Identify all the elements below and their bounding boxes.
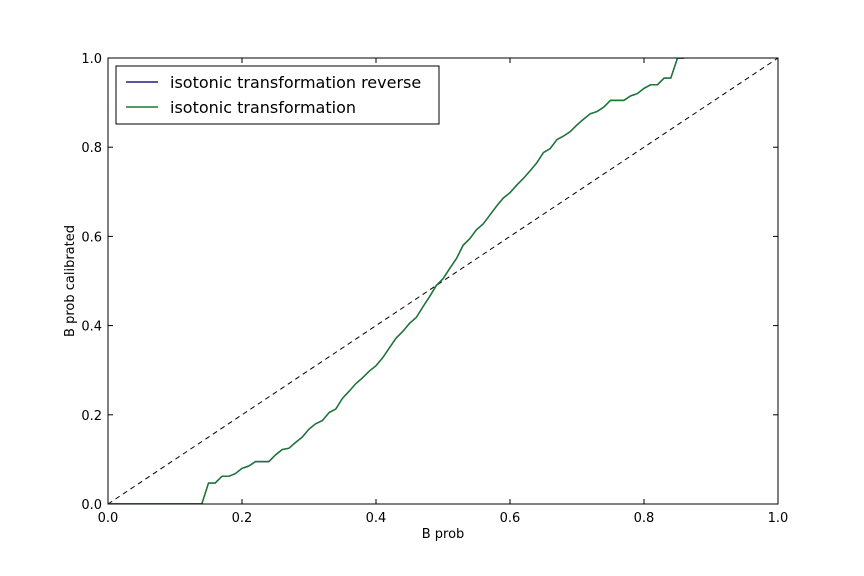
reference-diagonal-line (107, 57, 779, 505)
legend: isotonic transformation reverse isotonic … (115, 65, 440, 125)
x-axis-ticks: 0.0 0.2 0.4 0.6 0.8 1.0 (98, 58, 789, 526)
y-axis-label: B prob calibrated (63, 225, 78, 337)
y-tick-label: 0.6 (81, 230, 102, 245)
plot-frame (107, 57, 779, 505)
y-axis-ticks: 0.0 0.2 0.4 0.6 0.8 1.0 (81, 52, 778, 513)
plot-area (107, 57, 779, 505)
x-tick-label: 0.0 (98, 511, 119, 526)
legend-box (115, 65, 440, 125)
y-tick-label: 0.0 (81, 498, 102, 513)
series-line-isotonic-transformation (108, 58, 685, 504)
x-tick-label: 0.6 (500, 511, 521, 526)
y-tick-label: 0.8 (81, 141, 102, 156)
x-axis-label: B prob (422, 527, 465, 542)
x-tick-label: 0.4 (366, 511, 387, 526)
x-tick-label: 1.0 (768, 511, 789, 526)
y-tick-label: 1.0 (81, 52, 102, 67)
legend-entry-label: isotonic transformation reverse (170, 73, 421, 92)
x-tick-label: 0.2 (232, 511, 253, 526)
legend-entry-label: isotonic transformation (170, 98, 356, 117)
y-tick-label: 0.2 (81, 409, 102, 424)
x-tick-label: 0.8 (634, 511, 655, 526)
y-tick-label: 0.4 (81, 320, 102, 335)
